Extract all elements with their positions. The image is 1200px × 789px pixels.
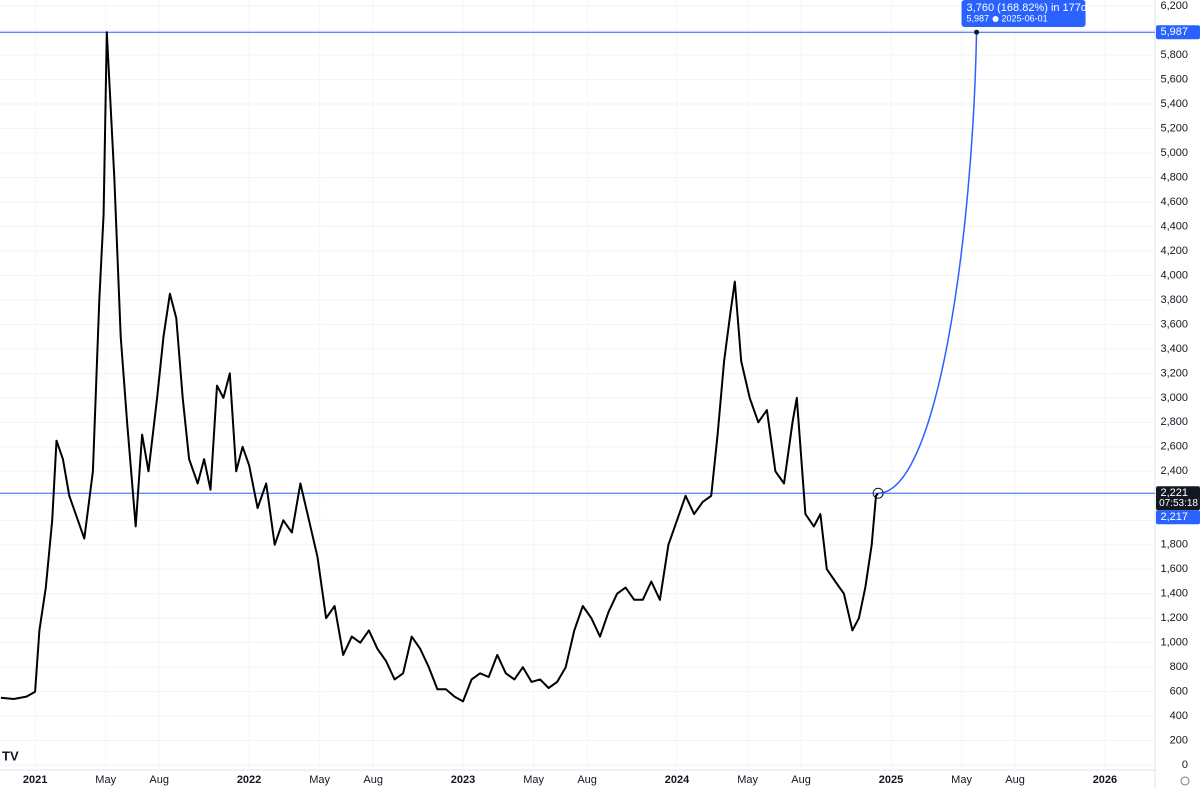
y-tick-label: 3,000	[1160, 392, 1188, 404]
current-price-label: 2,221	[1160, 487, 1188, 499]
x-tick-label: Aug	[1005, 774, 1025, 786]
tooltip-price: 5,987	[967, 13, 990, 23]
y-tick-label: 1,600	[1160, 563, 1188, 575]
x-tick-label: May	[523, 774, 544, 786]
y-tick-label: 6,200	[1160, 0, 1188, 12]
settings-icon[interactable]	[1180, 776, 1190, 786]
y-tick-label: 5,000	[1160, 147, 1188, 159]
tooltip-clock	[992, 16, 999, 22]
y-tick-label: 3,400	[1160, 343, 1188, 355]
current-price-box	[1156, 486, 1200, 511]
x-tick-label: Aug	[577, 774, 597, 786]
x-tick-label: Aug	[363, 774, 383, 786]
y-tick-label: 3,600	[1160, 318, 1188, 330]
projection-start	[872, 487, 884, 499]
x-tick-label: 2025	[879, 774, 903, 786]
y-tick-label: 2,600	[1160, 441, 1188, 453]
x-tick-label: 2021	[23, 774, 47, 786]
alt-price-label: 2,217	[1160, 511, 1188, 523]
y-tick-label: 1,200	[1160, 612, 1188, 624]
x-tick-label: 2024	[665, 774, 690, 786]
y-tick-label: 3,800	[1160, 294, 1188, 306]
y-tick-label: 1,000	[1160, 637, 1188, 649]
projection-curve	[878, 32, 978, 494]
y-tick-label: 5,200	[1160, 122, 1188, 134]
y-tick-label: 400	[1170, 710, 1188, 722]
x-tick-label: May	[951, 774, 972, 786]
x-tick-label: May	[737, 774, 758, 786]
y-tick-label: 4,200	[1160, 245, 1188, 257]
x-tick-label: 2023	[451, 774, 475, 786]
y-tick-label: 4,000	[1160, 269, 1188, 281]
target-price-box	[1156, 25, 1200, 40]
countdown-label: 07:53:18	[1159, 498, 1198, 509]
x-tick-label: May	[95, 774, 116, 786]
y-tick-label: 4,600	[1160, 196, 1188, 208]
tooltip-change: 3,760 (168.82%) in 177d	[967, 2, 1087, 14]
x-tick-label: Aug	[791, 774, 811, 786]
y-tick-label: 5,800	[1160, 49, 1188, 61]
target-price-label: 5,987	[1160, 26, 1188, 38]
y-tick-label: 4,800	[1160, 171, 1188, 183]
y-tick-label: 3,200	[1160, 367, 1188, 379]
y-tick-label: 5,400	[1160, 98, 1188, 110]
x-tick-label: 2022	[237, 774, 261, 786]
logo: TV	[2, 748, 19, 763]
y-tick-label: 0	[1182, 759, 1188, 771]
x-tick-label: Aug	[149, 774, 169, 786]
price-line	[0, 31, 879, 703]
y-tick-label: 1,400	[1160, 588, 1188, 600]
projection-end	[974, 29, 980, 35]
alt-price-box	[1156, 510, 1200, 525]
y-tick-label: 600	[1170, 686, 1188, 698]
y-tick-label: 5,600	[1160, 73, 1188, 85]
x-tick-label: May	[309, 774, 330, 786]
tooltip-date: 2025-06-01	[1002, 13, 1048, 23]
y-tick-label: 1,800	[1160, 539, 1188, 551]
x-tick-label: 2026	[1093, 774, 1117, 786]
y-tick-label: 200	[1170, 735, 1188, 747]
y-tick-label: 2,400	[1160, 465, 1188, 477]
y-tick-label: 4,400	[1160, 220, 1188, 232]
tooltip-box	[961, 0, 1086, 27]
y-tick-label: 800	[1170, 661, 1188, 673]
y-tick-label: 2,800	[1160, 416, 1188, 428]
